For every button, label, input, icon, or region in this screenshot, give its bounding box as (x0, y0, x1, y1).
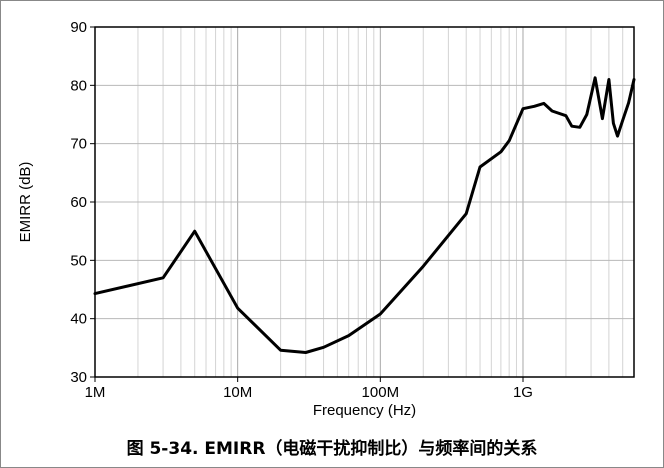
chart-grid (95, 27, 634, 377)
y-tick-label: 50 (70, 252, 87, 269)
y-axis-label: EMIRR (dB) (17, 162, 34, 243)
x-tick-label: 1G (513, 384, 533, 401)
x-tick-label: 100M (362, 384, 400, 401)
emirr-curve (93, 76, 636, 354)
axis-ticks: 30 40 50 60 70 80 90 1M 10M 100M 1G (70, 19, 533, 401)
y-tick-label: 80 (70, 77, 87, 94)
x-tick-label: 10M (223, 384, 252, 401)
y-tick-label: 40 (70, 311, 87, 328)
y-tick-label: 60 (70, 194, 87, 211)
y-tick-label: 70 (70, 136, 87, 153)
x-axis-label: Frequency (Hz) (313, 402, 416, 419)
x-tick-label: 1M (85, 384, 106, 401)
emirr-frequency-chart: 30 40 50 60 70 80 90 1M 10M 100M 1G Frequency (Hz)… (17, 19, 636, 419)
figure-caption: 图 5-34. EMIRR（电磁干扰抑制比）与频率间的关系 (126, 439, 538, 459)
y-tick-label: 30 (70, 369, 87, 386)
y-tick-label: 90 (70, 19, 87, 36)
